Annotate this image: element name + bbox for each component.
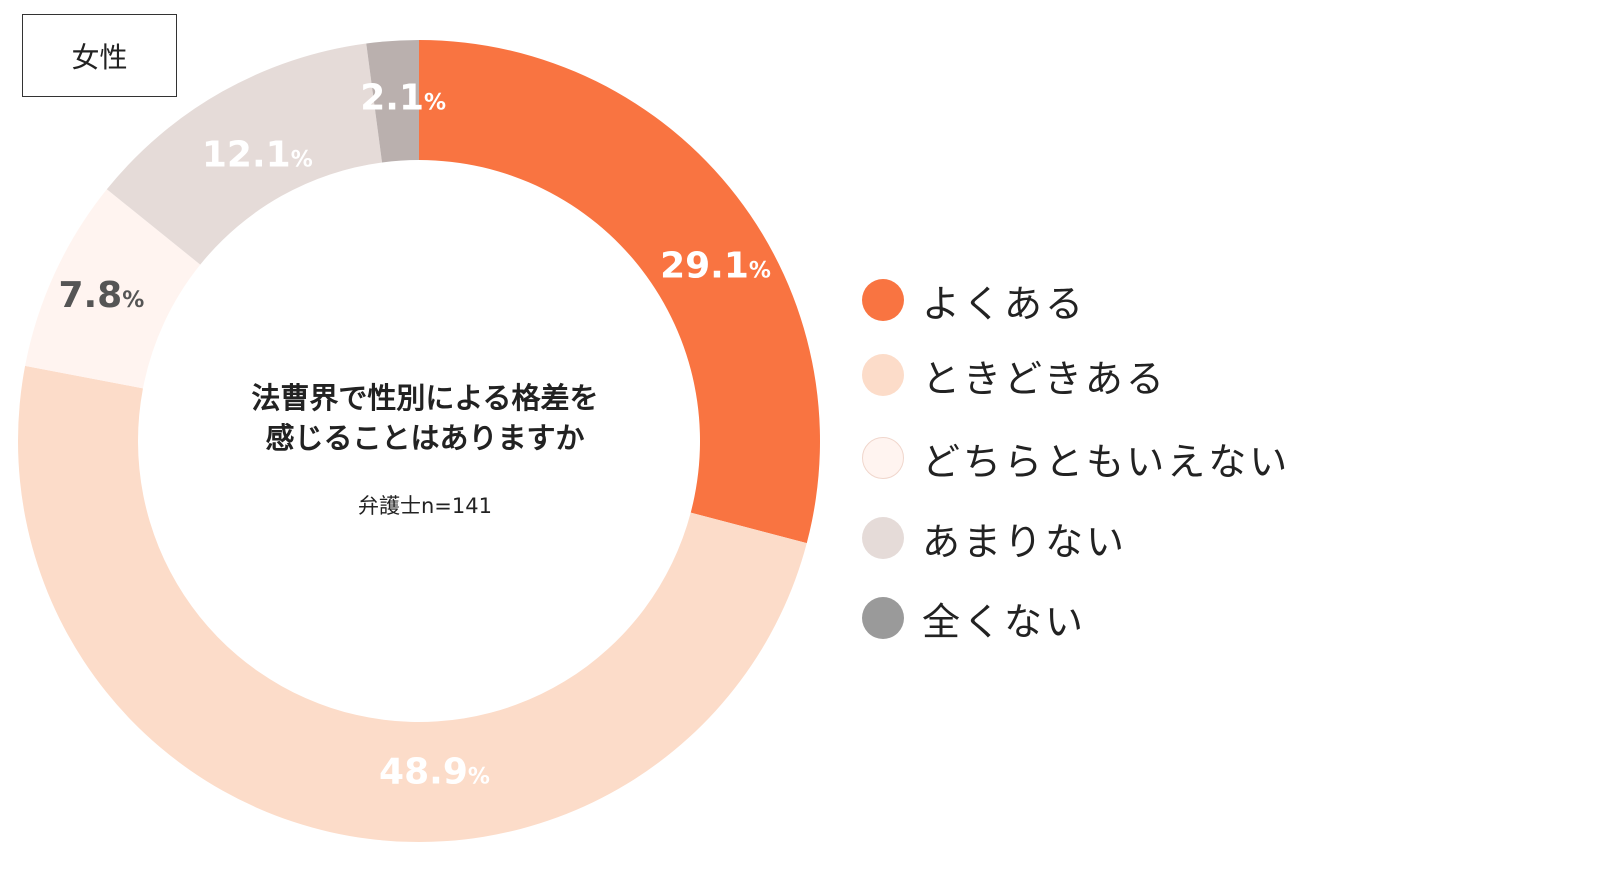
legend-swatch-sometimes: [862, 354, 904, 396]
chart-question-line-1: 法曹界で性別による格差を: [251, 381, 599, 415]
group-label: 女性: [22, 14, 177, 97]
donut-value-label-neutral: 7.8%: [58, 275, 144, 316]
donut-slice-neutral: [25, 189, 201, 389]
legend-item-rarely: あまりない: [862, 508, 1127, 568]
legend-item-sometimes: ときどきある: [862, 345, 1167, 405]
donut-value-label-rarely: 12.1%: [202, 134, 313, 175]
donut-slice-often: [419, 40, 820, 544]
legend-swatch-never: [862, 597, 904, 639]
legend-item-never: 全くない: [862, 588, 1086, 648]
donut-chart: 29.1% 48.9% 7.8% 12.1% 2.1%: [17, 40, 820, 842]
legend-swatch-rarely: [862, 517, 904, 559]
legend-item-neutral: どちらともいえない: [862, 428, 1290, 488]
legend-label-neutral: どちらともいえない: [922, 439, 1291, 484]
donut-value-label-often: 29.1%: [660, 246, 771, 287]
legend-item-often: よくある: [862, 270, 1086, 330]
donut-slice-rarely: [106, 43, 383, 265]
donut-value-label-never: 2.1%: [360, 77, 446, 118]
legend-label-sometimes: ときどきある: [922, 356, 1167, 401]
legend-label-never: 全くない: [922, 599, 1087, 644]
legend-label-often: よくある: [922, 281, 1087, 326]
legend-swatch-neutral: [862, 437, 904, 479]
donut-slice-sometimes: [17, 365, 807, 842]
legend-swatch-often: [862, 279, 904, 321]
donut-slice-never: [366, 40, 419, 163]
chart-question-line-2: 感じることはありますか: [265, 421, 585, 455]
chart-question: 法曹界で性別による格差を 感じることはありますか: [190, 378, 660, 458]
legend-label-rarely: あまりない: [922, 519, 1128, 564]
donut-value-label-sometimes: 48.9%: [379, 752, 490, 793]
sample-size: 弁護士n=141: [358, 494, 492, 518]
